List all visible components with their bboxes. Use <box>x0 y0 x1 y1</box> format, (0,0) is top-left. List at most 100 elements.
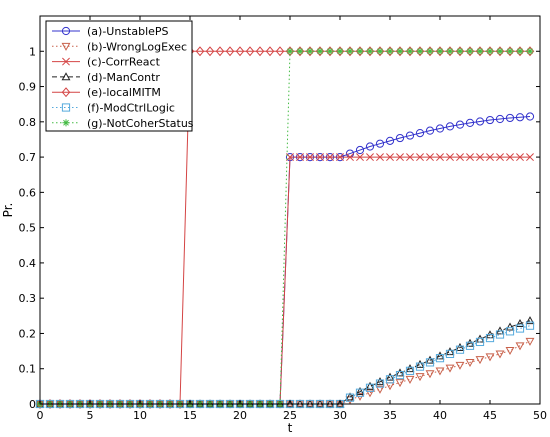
legend-item-4: (d)-ManContr <box>52 71 160 84</box>
data-point <box>465 118 475 127</box>
data-point <box>425 46 435 57</box>
x-tick-label: 45 <box>483 409 497 422</box>
data-point <box>435 367 445 376</box>
data-point <box>135 399 145 409</box>
data-point <box>365 142 375 151</box>
data-point <box>505 113 515 123</box>
data-point <box>326 153 334 162</box>
data-point <box>296 47 304 55</box>
data-point <box>505 46 515 57</box>
y-tick-label: 0.6 <box>19 186 37 199</box>
data-point <box>95 399 105 409</box>
data-point <box>345 392 355 401</box>
data-point <box>455 345 465 354</box>
data-point <box>375 377 385 386</box>
data-point <box>375 139 385 148</box>
legend: (a)-UnstablePS (b)-WrongLogExec (c)-CorrRe… <box>45 20 194 132</box>
data-point <box>376 153 384 162</box>
data-point <box>245 46 255 57</box>
data-point <box>45 399 55 409</box>
data-point <box>105 399 115 409</box>
data-point <box>416 47 424 55</box>
data-point <box>415 129 425 138</box>
data-point <box>215 46 225 57</box>
legend-marker <box>62 57 70 66</box>
data-point <box>506 47 514 55</box>
data-point <box>425 355 435 364</box>
data-point <box>445 347 455 356</box>
data-point <box>475 117 485 126</box>
data-point <box>355 388 365 397</box>
data-point <box>335 46 345 57</box>
data-point <box>365 383 375 392</box>
data-point <box>455 342 465 351</box>
legend-label: (d)-ManContr <box>87 71 160 84</box>
data-point <box>435 354 445 363</box>
data-point <box>375 379 385 388</box>
data-point <box>456 153 464 162</box>
data-point <box>495 114 505 124</box>
data-point <box>436 47 444 55</box>
data-point <box>386 47 394 55</box>
data-point <box>365 389 375 398</box>
data-point <box>496 153 504 162</box>
data-point <box>466 153 474 162</box>
data-point <box>195 46 205 57</box>
data-point <box>315 46 325 57</box>
data-point <box>446 153 454 162</box>
data-point <box>396 47 404 55</box>
data-point <box>446 47 454 55</box>
data-point <box>405 131 415 140</box>
data-point <box>445 46 455 57</box>
data-point <box>306 153 314 162</box>
legend-item-1: (a)-UnstablePS <box>52 25 169 38</box>
data-point <box>316 153 324 162</box>
data-point <box>286 47 294 55</box>
data-point <box>306 47 314 55</box>
y-tick-label: 0 <box>29 398 36 411</box>
y-tick-label: 0.3 <box>19 292 37 305</box>
legend-item-2: (b)-WrongLogExec <box>52 40 187 53</box>
data-point <box>225 46 235 57</box>
x-axis-label: t <box>288 421 293 435</box>
data-point <box>485 353 495 362</box>
legend-marker <box>62 119 70 127</box>
data-point <box>305 46 315 57</box>
data-point <box>475 337 485 347</box>
data-point <box>406 47 414 55</box>
data-point <box>495 330 505 339</box>
y-tick-label: 0.7 <box>19 151 37 164</box>
data-point <box>475 46 485 57</box>
data-point <box>455 361 465 370</box>
data-point <box>316 47 324 55</box>
data-point <box>375 46 385 57</box>
data-point <box>385 372 395 381</box>
y-axis-label: Pr. <box>1 203 15 218</box>
x-tick-label: 50 <box>533 409 547 422</box>
data-point <box>175 399 185 409</box>
legend-marker <box>61 103 71 112</box>
data-point <box>75 399 85 409</box>
data-point <box>426 47 434 55</box>
data-point <box>465 338 475 347</box>
legend-item-5: (e)-localMITM <box>52 86 161 99</box>
data-point <box>435 351 445 360</box>
data-point <box>445 364 455 373</box>
tick-layer: 0 5 10 15 20 25 30 35 40 45 50 0 0.1 0.2 0.3 0.4 0.5 0.6 0… <box>19 16 547 422</box>
data-point <box>516 153 524 162</box>
data-point <box>385 375 395 384</box>
legend-label: (a)-UnstablePS <box>87 25 169 38</box>
data-point <box>365 381 375 390</box>
legend-label: (e)-localMITM <box>87 86 161 99</box>
legend-marker <box>61 72 71 81</box>
data-point <box>435 46 445 57</box>
data-point <box>476 47 484 55</box>
data-point <box>235 46 245 57</box>
data-point <box>515 113 525 122</box>
data-point <box>336 47 344 55</box>
legend-marker <box>61 87 71 98</box>
data-point <box>486 153 494 162</box>
data-point <box>475 356 485 365</box>
data-point <box>326 47 334 55</box>
data-point <box>415 362 425 371</box>
